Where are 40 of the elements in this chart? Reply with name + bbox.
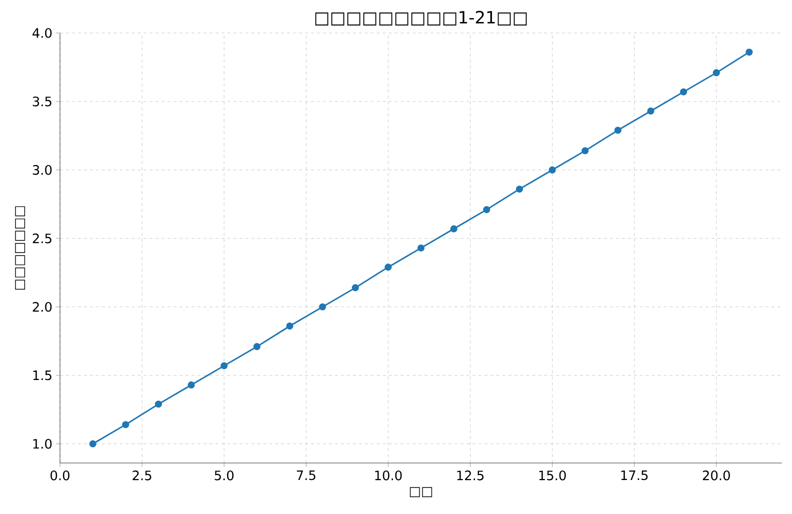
- x-axis-title: □□: [410, 487, 432, 498]
- y-tick-label: 3.5: [32, 96, 52, 106]
- point: [516, 186, 523, 193]
- x-tick-label: 17.5: [621, 470, 648, 480]
- point: [582, 147, 589, 154]
- point: [746, 48, 753, 56]
- point: [188, 381, 195, 388]
- point: [450, 225, 458, 232]
- x-tick-label: 2.5: [132, 470, 152, 480]
- point: [417, 244, 425, 252]
- y-tick-label: 1.5: [33, 370, 52, 380]
- point: [483, 206, 490, 214]
- point: [220, 362, 228, 370]
- point: [286, 322, 294, 330]
- x-tick-label: 20.0: [702, 470, 730, 480]
- point: [319, 303, 326, 310]
- y-tick-label: 3.0: [32, 165, 52, 175]
- point: [352, 284, 359, 292]
- point: [253, 343, 260, 350]
- y-tick-label: 1.0: [33, 438, 52, 449]
- chart-title: □□□□□□□□□1-21□□: [315, 10, 527, 26]
- point: [384, 264, 392, 271]
- x-tick-label: 12.5: [457, 470, 484, 480]
- point: [154, 400, 162, 408]
- point: [548, 166, 556, 174]
- x-tick-label: 5.0: [214, 470, 234, 480]
- point: [614, 126, 622, 134]
- y-tick-label: 4.0: [32, 28, 52, 38]
- point: [647, 108, 654, 115]
- point: [680, 88, 688, 96]
- y-tick-label: 2.0: [32, 302, 52, 312]
- point: [89, 440, 96, 448]
- x-tick-label: 0.0: [50, 470, 70, 480]
- point: [712, 69, 720, 76]
- point: [122, 421, 130, 428]
- y-axis-title: □□□□□□□: [15, 206, 26, 290]
- y-tick-label: 2.5: [32, 234, 52, 244]
- x-tick-label: 10.0: [375, 470, 402, 480]
- x-tick-label: 15.0: [539, 470, 566, 480]
- x-tick-label: 7.5: [296, 470, 316, 480]
